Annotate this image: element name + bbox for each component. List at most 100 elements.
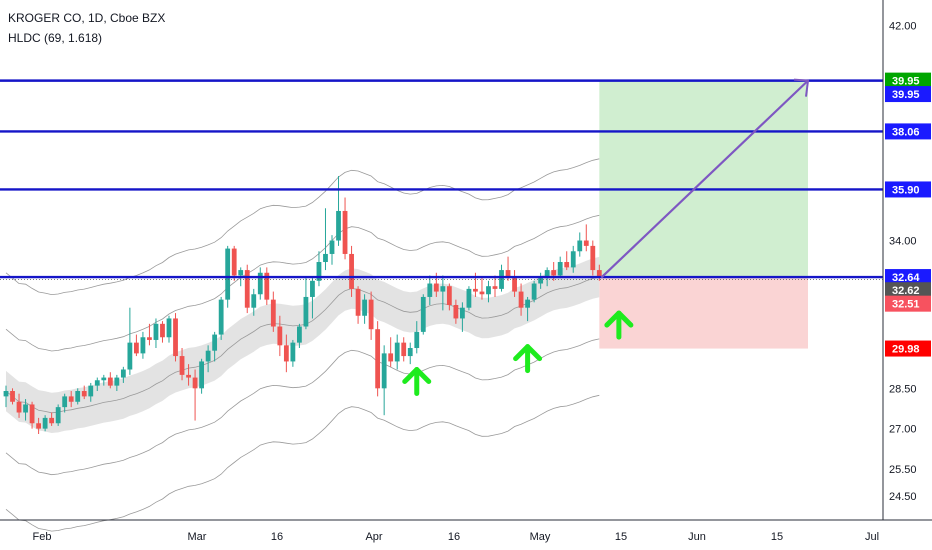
candle-body	[147, 337, 152, 340]
candle	[564, 251, 570, 271]
candle-body	[107, 377, 113, 386]
candle	[75, 388, 81, 405]
x-tick-label: Mar	[188, 531, 207, 543]
candle	[355, 286, 361, 324]
candle-body	[538, 278, 544, 284]
candle-body	[355, 288, 361, 316]
candle-body	[244, 270, 250, 308]
price-tag-bg	[885, 181, 931, 198]
candle	[460, 302, 465, 332]
price-tag: 32.51	[885, 295, 931, 312]
band-mid	[5, 276, 600, 414]
candle-body	[88, 385, 94, 397]
candle-body	[583, 240, 589, 246]
candle	[323, 208, 328, 271]
candle	[270, 291, 276, 332]
price-tag: 39.95	[885, 86, 931, 103]
candle-body	[199, 361, 204, 389]
candle	[577, 232, 583, 257]
candle-body	[401, 342, 407, 357]
candle-body	[23, 404, 28, 413]
candle-body	[557, 262, 563, 276]
price-tag-label: 32.51	[892, 299, 920, 311]
candle-body	[179, 356, 185, 375]
candle-body	[94, 380, 100, 386]
candle	[407, 342, 413, 365]
candle	[453, 299, 459, 324]
x-tick-label: Jun	[688, 531, 706, 543]
candle	[173, 313, 178, 362]
band-lower-2	[5, 338, 600, 476]
candle-body	[316, 262, 322, 281]
horizontal-levels[interactable]	[0, 79, 883, 281]
candle	[342, 197, 348, 260]
candle	[310, 278, 315, 319]
price-tag-bg	[885, 86, 931, 103]
candle	[94, 377, 100, 392]
candle-body	[140, 337, 146, 354]
candle	[186, 364, 191, 386]
candle	[257, 267, 263, 300]
candle-body	[525, 299, 530, 308]
candle	[81, 385, 87, 400]
candle	[36, 417, 41, 435]
candle-body	[440, 286, 446, 292]
candle	[388, 337, 394, 367]
candle-body	[3, 391, 9, 397]
projection-arrowhead	[793, 78, 810, 97]
candle-body	[101, 377, 107, 381]
candle-body	[225, 248, 231, 300]
price-tag: 32.64	[885, 269, 931, 286]
candle-body	[368, 299, 374, 330]
candle	[336, 176, 341, 246]
candle	[244, 264, 250, 314]
up-arrow-1	[513, 344, 543, 374]
candle	[212, 331, 218, 362]
candle	[147, 323, 152, 346]
candle-body	[492, 286, 498, 289]
price-tag-bg	[885, 72, 931, 89]
price-tag-bg	[885, 123, 931, 140]
position-tool[interactable]	[599, 80, 808, 349]
up-arrows	[402, 310, 634, 397]
candle-body	[349, 253, 354, 289]
price-tag: 39.95	[885, 72, 931, 89]
candle	[231, 245, 237, 281]
candle-body	[238, 270, 244, 276]
candle-body	[49, 417, 55, 424]
y-tick-label: 28.50	[889, 383, 917, 395]
candle-body	[381, 353, 387, 389]
candle	[101, 374, 107, 386]
projection-line[interactable]	[600, 78, 810, 279]
candle-body	[16, 401, 22, 413]
candle	[303, 278, 309, 330]
candle	[518, 283, 524, 316]
price-tag-label: 35.90	[892, 184, 920, 196]
candle-body	[10, 391, 15, 402]
y-tick-label: 25.50	[889, 464, 917, 476]
x-tick-label: May	[530, 531, 551, 543]
candle-body	[127, 342, 133, 370]
candle-body	[394, 342, 400, 362]
candle-body	[388, 353, 394, 362]
candle-body	[55, 407, 61, 424]
candle	[23, 399, 28, 421]
candle	[114, 374, 120, 392]
candle-body	[257, 272, 263, 295]
candle-body	[590, 245, 596, 271]
x-tick-label: 15	[771, 531, 783, 543]
candle	[297, 323, 302, 349]
candle-body	[570, 251, 576, 268]
candle	[179, 348, 185, 381]
indicator-title: HLDC (69, 1.618)	[8, 31, 103, 45]
price-tag-label: 39.95	[892, 76, 920, 88]
candle	[62, 393, 68, 413]
candle-body	[329, 240, 335, 254]
candle	[134, 334, 139, 357]
candle-body	[512, 278, 517, 292]
candle-body	[453, 305, 459, 319]
band-upper-3	[5, 158, 600, 296]
projection-segment	[600, 79, 809, 279]
